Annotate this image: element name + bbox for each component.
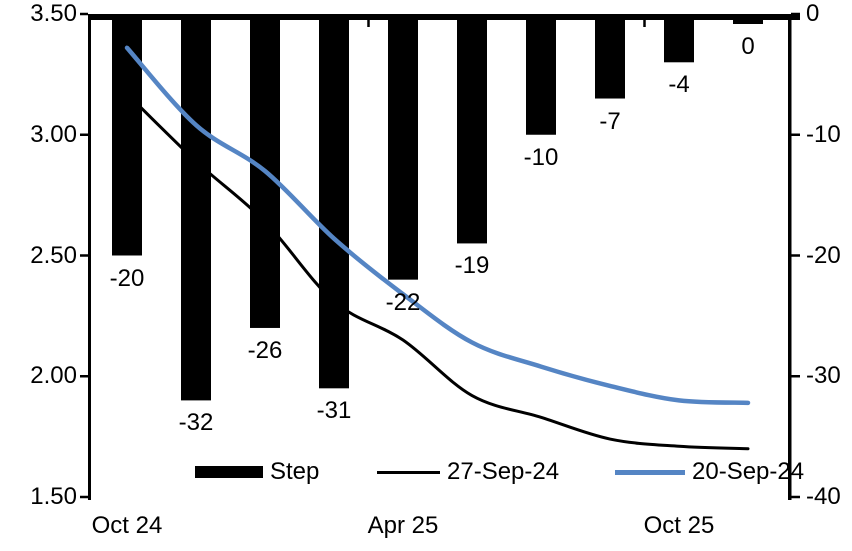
bar-step [526, 14, 556, 135]
bar-step [319, 14, 349, 389]
bar-value-label: -22 [385, 288, 421, 316]
legend-label-20-sep-24: 20-Sep-24 [692, 458, 805, 485]
legend-item-step: Step [195, 458, 319, 486]
bar-step [595, 14, 625, 99]
top-axis-line [88, 14, 800, 20]
bar-value-label: -32 [178, 409, 214, 437]
right-axis-line [788, 14, 792, 500]
legend-label-27-sep-24: 27-Sep-24 [447, 458, 560, 485]
line-20-Sep-24 [124, 45, 751, 406]
bar-value-label: -19 [454, 252, 490, 280]
left-axis-tick [80, 133, 88, 136]
legend-line-swatch-black [377, 470, 440, 474]
right-axis-tick-label: -30 [806, 362, 841, 390]
line-27-Sep-24 [125, 92, 750, 451]
bar-value-label: -7 [599, 107, 621, 135]
left-axis-tick-label: 1.50 [30, 483, 77, 510]
right-axis-tick [791, 12, 800, 16]
legend-line-swatch-blue [615, 469, 685, 475]
right-axis-tick-label: -40 [806, 483, 841, 510]
left-axis-tick [80, 375, 88, 378]
left-axis-tick-label: 3.50 [30, 0, 77, 27]
bar-step [733, 14, 763, 24]
left-axis-tick-label: 2.50 [30, 241, 77, 269]
bar-value-label: -20 [109, 264, 145, 292]
left-axis-tick-label: 2.00 [30, 362, 77, 390]
legend-label-step: Step [270, 458, 320, 485]
right-axis-tick-label: -20 [806, 241, 841, 269]
left-axis-tick [80, 495, 88, 499]
right-axis-tick [791, 254, 800, 257]
legend-item-27-sep-24: 27-Sep-24 [377, 458, 559, 486]
bar-step [664, 14, 694, 63]
x-axis-label: Oct 24 [91, 512, 163, 539]
top-axis-category-tick [367, 20, 370, 27]
x-axis-label: Oct 25 [643, 512, 715, 539]
left-axis-line [88, 14, 91, 500]
left-axis-tick-label: 3.00 [30, 120, 77, 148]
bar-step [457, 14, 487, 244]
x-axis-label: Apr 25 [367, 512, 439, 539]
bar-value-label: -4 [668, 71, 690, 99]
bar-step [388, 14, 418, 280]
right-axis-tick-label: 0 [806, 0, 820, 27]
left-axis-tick [80, 12, 88, 16]
bar-value-label: 0 [741, 33, 755, 60]
right-axis-tick [791, 375, 800, 378]
bar-step [112, 14, 142, 256]
bar-value-label: -31 [316, 397, 352, 425]
bar-value-label: -26 [247, 336, 283, 364]
legend-bar-swatch [195, 466, 263, 478]
right-axis-tick-label: -10 [806, 120, 841, 148]
left-axis-tick [80, 254, 88, 257]
right-axis-tick [791, 495, 800, 499]
legend-item-20-sep-24: 20-Sep-24 [615, 458, 804, 486]
right-axis-tick [791, 133, 800, 136]
bar-value-label: -10 [523, 143, 559, 171]
bar-step [181, 14, 211, 401]
top-axis-category-tick [643, 20, 646, 27]
